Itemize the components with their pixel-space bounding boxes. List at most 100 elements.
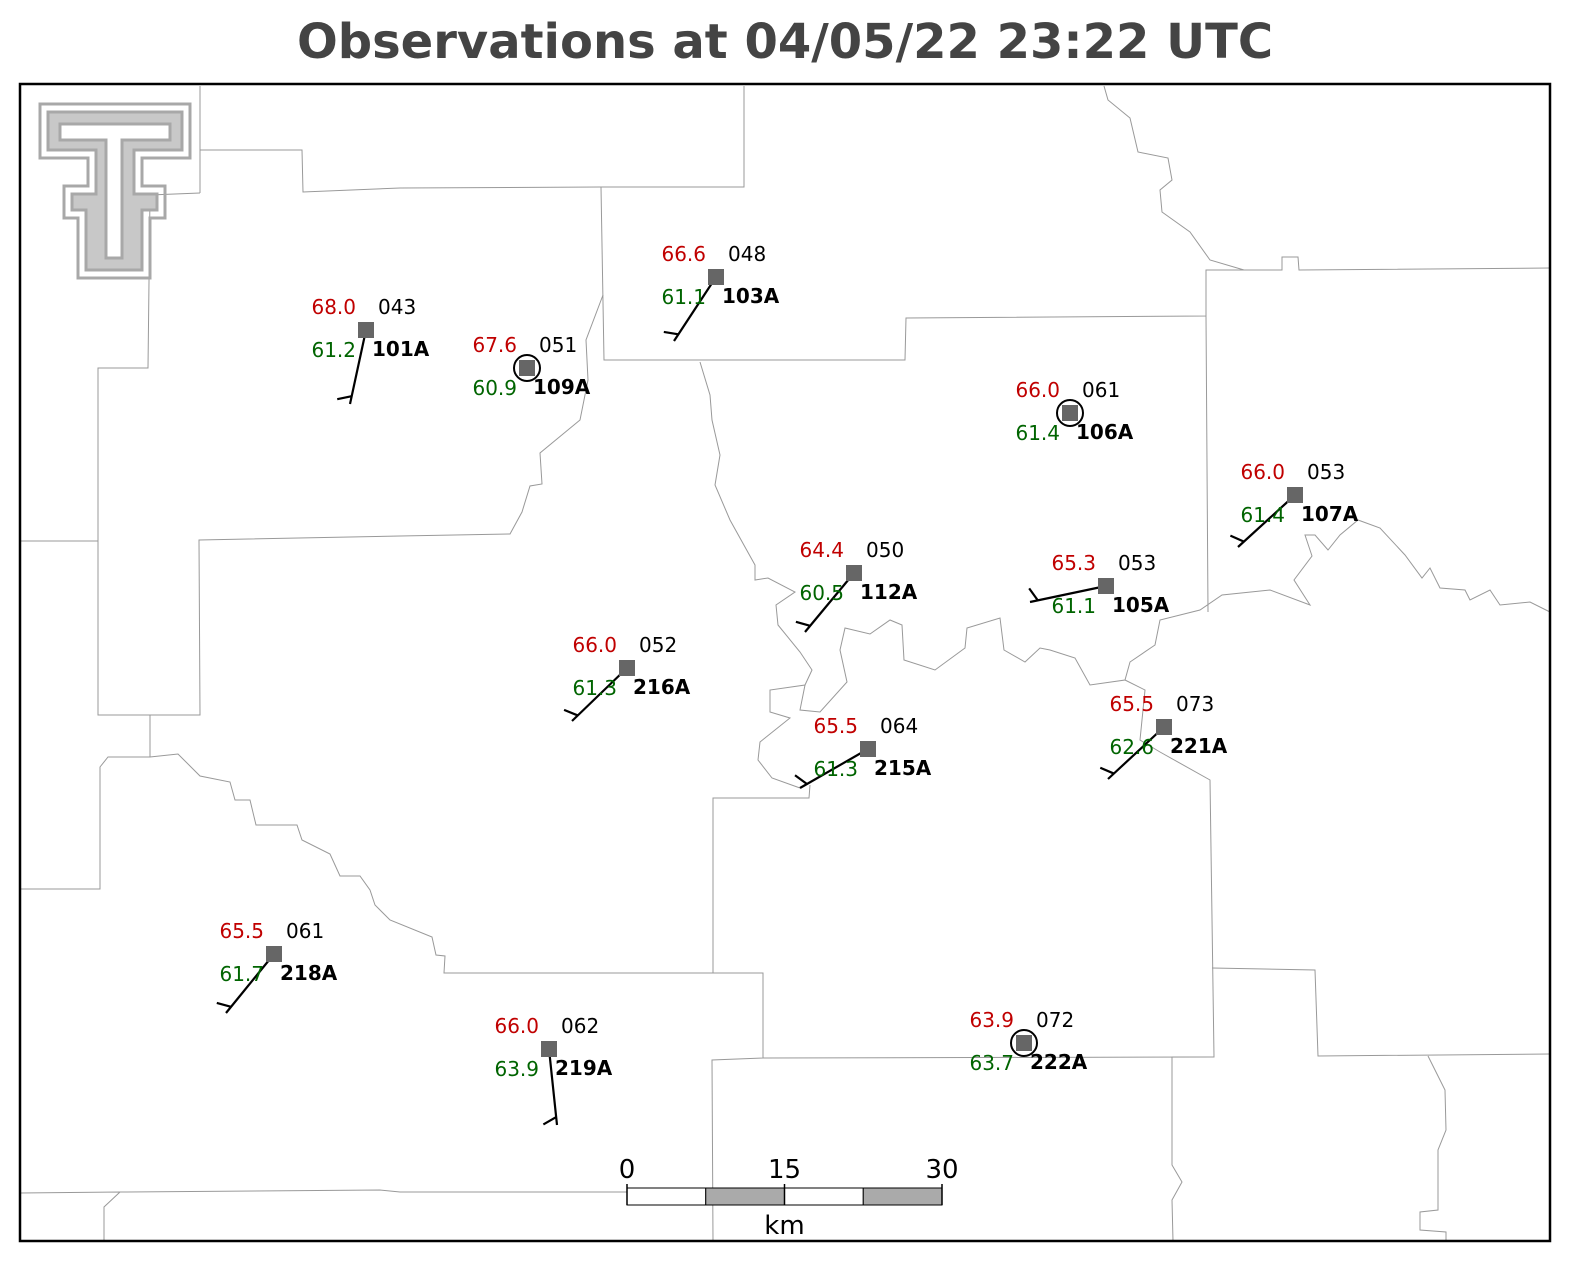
temperature: 66.6 — [661, 242, 706, 266]
pressure: 052 — [639, 633, 677, 657]
station-marker — [1098, 578, 1114, 594]
barb-tick — [1028, 587, 1039, 601]
station-marker — [708, 269, 724, 285]
map-frame — [18, 82, 1552, 1243]
temperature: 65.5 — [813, 714, 858, 738]
temperature: 63.9 — [969, 1008, 1014, 1032]
barb-tick — [337, 395, 352, 401]
scale-label: 0 — [619, 1155, 636, 1185]
dewpoint: 60.9 — [472, 376, 517, 400]
temperature: 65.5 — [219, 919, 264, 943]
scale-bar: 0 15 30 km — [619, 1155, 959, 1241]
station-id: 105A — [1112, 593, 1170, 617]
pressure: 048 — [728, 242, 766, 266]
pressure: 062 — [561, 1014, 599, 1038]
station: 66.0 062 63.9 219A — [494, 1014, 613, 1126]
station-marker — [541, 1041, 557, 1057]
station-marker — [266, 946, 282, 962]
temperature: 67.6 — [472, 333, 517, 357]
station-marker — [846, 565, 862, 581]
temperature: 65.3 — [1051, 551, 1096, 575]
temperature: 68.0 — [311, 295, 356, 319]
station-marker — [1062, 405, 1078, 421]
logo — [38, 102, 192, 280]
scale-segment — [784, 1187, 864, 1206]
station-id: 106A — [1076, 420, 1134, 444]
pressure: 061 — [286, 919, 324, 943]
scale-label: 15 — [768, 1155, 801, 1185]
dewpoint: 60.5 — [799, 581, 844, 605]
pressure: 061 — [1082, 378, 1120, 402]
temperature: 66.0 — [572, 633, 617, 657]
station: 65.3 053 61.1 105A — [1028, 551, 1170, 618]
wind-barb — [1029, 584, 1107, 604]
temperature: 65.5 — [1109, 692, 1154, 716]
barb-tick — [794, 774, 808, 785]
station-id: 219A — [555, 1056, 613, 1080]
pressure: 073 — [1176, 692, 1214, 716]
dewpoint: 61.3 — [813, 757, 858, 781]
station: 66.6 048 61.1 103A — [661, 242, 780, 342]
station-id: 109A — [533, 375, 591, 399]
station-id: 222A — [1030, 1050, 1088, 1074]
dewpoint: 61.7 — [219, 962, 264, 986]
dewpoint: 61.1 — [661, 285, 706, 309]
station-id: 218A — [280, 961, 338, 985]
wind-barb — [1107, 726, 1165, 780]
temperature: 66.0 — [494, 1014, 539, 1038]
station-marker — [358, 322, 374, 338]
station-marker — [860, 741, 876, 757]
wind-barb — [348, 329, 368, 405]
wind-barb — [804, 572, 855, 633]
station-id: 221A — [1170, 734, 1228, 758]
wind-barb — [225, 953, 275, 1014]
wind-barb — [571, 667, 628, 722]
pressure: 072 — [1036, 1008, 1074, 1032]
dewpoint: 61.4 — [1015, 421, 1060, 445]
dewpoint: 63.7 — [969, 1051, 1014, 1075]
barb-tick — [1229, 534, 1245, 543]
station: 63.9 072 63.7 222A — [969, 1008, 1087, 1075]
calm-circle — [1056, 399, 1084, 427]
pressure: 050 — [866, 538, 904, 562]
scale-unit: km — [764, 1211, 804, 1241]
station-marker — [1287, 487, 1303, 503]
station-id: 215A — [874, 756, 932, 780]
station: 67.6 051 60.9 109A — [472, 333, 590, 400]
dewpoint: 61.1 — [1051, 594, 1096, 618]
wind-barb — [1237, 494, 1296, 548]
scale-segment — [626, 1187, 707, 1206]
station-id: 101A — [372, 337, 430, 361]
station: 65.5 061 61.7 218A — [216, 919, 338, 1014]
county-boundaries — [19, 85, 1551, 1242]
temperature: 64.4 — [799, 538, 844, 562]
pressure: 051 — [539, 333, 577, 357]
scale-label: 30 — [925, 1155, 958, 1185]
station-id: 103A — [722, 284, 780, 308]
station: 66.0 061 61.4 106A — [1015, 378, 1133, 445]
station: 64.4 050 60.5 112A — [795, 538, 918, 633]
dewpoint: 61.4 — [1240, 503, 1285, 527]
calm-circle — [513, 354, 541, 382]
temperature: 66.0 — [1240, 460, 1285, 484]
station-marker — [519, 360, 535, 376]
barb-tick — [663, 330, 679, 336]
station-marker — [1156, 719, 1172, 735]
station-id: 107A — [1301, 502, 1359, 526]
pressure: 053 — [1307, 460, 1345, 484]
barb-tick — [1099, 766, 1115, 775]
calm-circle — [1010, 1029, 1038, 1057]
barb-tick — [795, 620, 811, 627]
pressure: 053 — [1118, 551, 1156, 575]
station: 66.0 053 61.4 107A — [1229, 460, 1359, 548]
dewpoint: 61.3 — [572, 676, 617, 700]
barb-tick — [542, 1116, 557, 1126]
dewpoint: 61.2 — [311, 338, 356, 362]
wind-barb — [673, 276, 717, 342]
station: 65.5 073 62.6 221A — [1099, 692, 1228, 780]
dewpoint: 63.9 — [494, 1057, 539, 1081]
station-marker — [1016, 1035, 1032, 1051]
scale-segment — [705, 1187, 785, 1206]
stations: 68.0 043 61.2 101A 67.6 051 60.9 109A 66.6 048 61.… — [216, 242, 1359, 1126]
